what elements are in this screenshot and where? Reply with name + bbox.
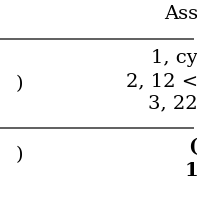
Text: Ass: Ass — [164, 5, 197, 23]
Text: ): ) — [16, 75, 23, 93]
Text: 3, 22: 3, 22 — [148, 95, 197, 112]
Text: (: ( — [189, 138, 197, 156]
Text: 1, cy: 1, cy — [151, 49, 197, 67]
Text: ): ) — [16, 146, 23, 164]
Text: 2, 12 <: 2, 12 < — [126, 72, 197, 90]
Text: 1: 1 — [184, 162, 197, 179]
